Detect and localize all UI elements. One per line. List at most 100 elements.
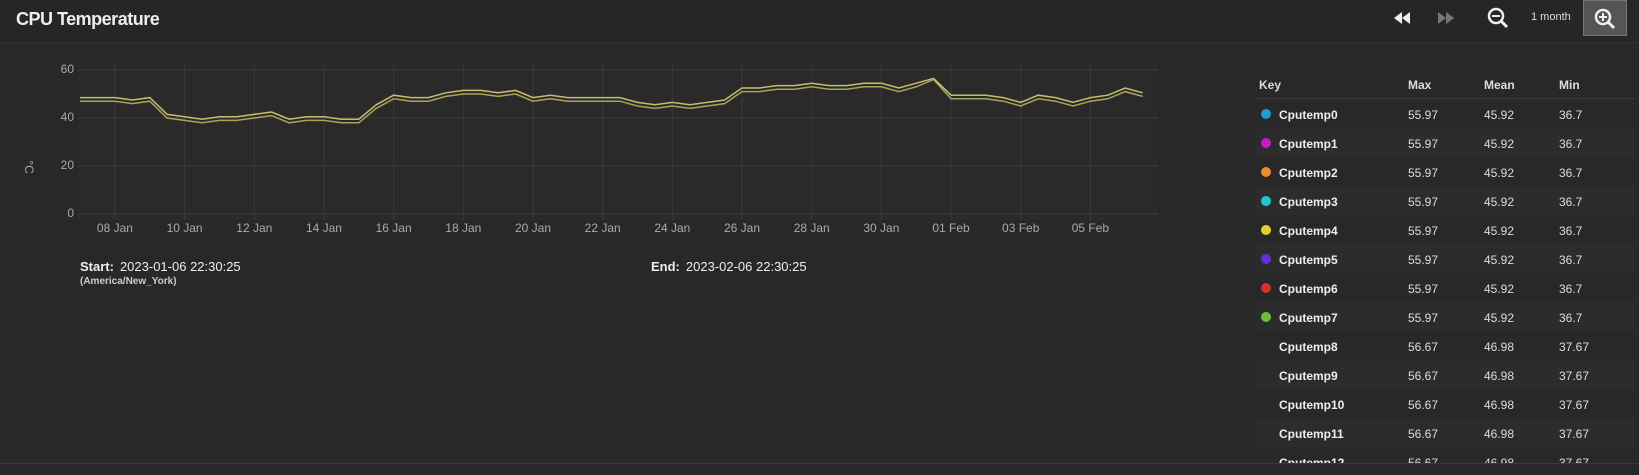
stat-value: 55.97 xyxy=(1408,311,1439,325)
x-tick-label: 18 Jan xyxy=(445,221,481,235)
zoom-in-button[interactable] xyxy=(1583,0,1627,36)
stat-value: 46.98 xyxy=(1484,340,1515,354)
series-line xyxy=(80,77,1143,120)
stat-value: 55.97 xyxy=(1408,108,1439,122)
toolbar: CPU Temperature 1 month xyxy=(0,0,1639,43)
column-header: Mean xyxy=(1484,78,1515,92)
stat-value: 37.67 xyxy=(1559,340,1590,354)
x-tick-label: 26 Jan xyxy=(724,221,760,235)
x-tick-label: 16 Jan xyxy=(376,221,412,235)
stat-value: 36.7 xyxy=(1559,311,1583,325)
x-tick-label: 20 Jan xyxy=(515,221,551,235)
stat-value: 45.92 xyxy=(1484,282,1515,296)
y-tick-label: 40 xyxy=(61,110,75,124)
stat-value: 36.7 xyxy=(1559,108,1583,122)
series-line xyxy=(80,78,1143,124)
rewind-button[interactable] xyxy=(1382,0,1422,36)
stat-value: 55.97 xyxy=(1408,137,1439,151)
y-tick-label: 60 xyxy=(61,62,75,76)
key-table: Key Max Mean Min Cputemp0 55.97 45.92 36.7 Cpute… xyxy=(1255,72,1635,463)
stat-value: 45.92 xyxy=(1484,253,1515,267)
divider xyxy=(0,463,1639,464)
stat-value: 45.92 xyxy=(1484,108,1515,122)
key-name: Cputemp11 xyxy=(1279,427,1344,441)
table-row: Cputemp0 55.97 45.92 36.7 xyxy=(1255,99,1635,128)
key-name: Cputemp6 xyxy=(1279,282,1338,296)
title: CPU Temperature xyxy=(16,9,160,29)
table-row: Cputemp4 55.97 45.92 36.7 xyxy=(1255,215,1635,244)
key-color xyxy=(1261,312,1271,322)
x-tick-label: 01 Feb xyxy=(932,221,970,235)
x-tick-label: 28 Jan xyxy=(794,221,830,235)
key-color xyxy=(1261,254,1271,264)
y-axis-label: °C xyxy=(22,160,36,174)
stat-value: 55.97 xyxy=(1408,195,1439,209)
x-tick-label: 10 Jan xyxy=(167,221,203,235)
key-name: Cputemp1 xyxy=(1279,137,1338,151)
stat-value: 37.67 xyxy=(1559,398,1590,412)
key-name: Cputemp7 xyxy=(1279,311,1338,325)
key-name: Cputemp8 xyxy=(1279,340,1338,354)
stat-value: 45.92 xyxy=(1484,166,1515,180)
x-tick-label: 08 Jan xyxy=(97,221,133,235)
x-tick-label: 03 Feb xyxy=(1002,221,1040,235)
stat-value: 36.7 xyxy=(1559,166,1583,180)
key-color xyxy=(1261,138,1271,148)
start-label: Start: xyxy=(80,259,114,274)
stat-value: 56.67 xyxy=(1408,369,1439,383)
zoom-out-button[interactable] xyxy=(1478,0,1518,36)
stat-value: 45.92 xyxy=(1484,137,1515,151)
stat-value: 36.7 xyxy=(1559,195,1583,209)
forward-button[interactable] xyxy=(1426,0,1466,36)
table-row: Cputemp6 55.97 45.92 36.7 xyxy=(1255,273,1635,302)
stat-value: 56.67 xyxy=(1408,340,1439,354)
key-name: Cputemp3 xyxy=(1279,195,1338,209)
table-row: Cputemp7 55.97 45.92 36.7 xyxy=(1255,302,1635,331)
key-name: Cputemp12 xyxy=(1279,456,1345,463)
key-name: Cputemp9 xyxy=(1279,369,1338,383)
key-color xyxy=(1261,283,1271,293)
key-name: Cputemp4 xyxy=(1279,224,1338,238)
stat-value: 56.67 xyxy=(1408,456,1439,463)
stat-value: 46.98 xyxy=(1484,398,1515,412)
range-label[interactable]: 1 month xyxy=(1531,11,1571,23)
table-row: Cputemp9 56.67 46.98 37.67 xyxy=(1255,360,1635,389)
key-name: Cputemp5 xyxy=(1279,253,1338,267)
key-color xyxy=(1261,109,1271,119)
end-label: End: xyxy=(651,259,680,274)
end: End: 2023-02-06 22:30:25 xyxy=(651,259,807,274)
stat-value: 36.7 xyxy=(1559,282,1583,296)
plot-area xyxy=(78,64,1158,220)
x-tick-label: 14 Jan xyxy=(306,221,342,235)
key-color xyxy=(1261,225,1271,235)
stat-value: 56.67 xyxy=(1408,427,1439,441)
x-tick-label: 30 Jan xyxy=(863,221,899,235)
stat-value: 45.92 xyxy=(1484,195,1515,209)
stat-value: 37.67 xyxy=(1559,369,1590,383)
stat-value: 46.98 xyxy=(1484,427,1515,441)
stat-value: 36.7 xyxy=(1559,137,1583,151)
table-row: Cputemp12 56.67 46.98 37.67 xyxy=(1255,447,1635,463)
start-value: 2023-01-06 22:30:25 xyxy=(119,259,241,274)
table-header: Key Max Mean Min xyxy=(1255,72,1635,99)
stat-value: 37.67 xyxy=(1559,427,1590,441)
stat-value: 55.97 xyxy=(1408,166,1439,180)
stat-value: 56.67 xyxy=(1408,398,1439,412)
x-tick-label: 05 Feb xyxy=(1072,221,1110,235)
x-tick-label: 24 Jan xyxy=(654,221,690,235)
stat-value: 37.67 xyxy=(1559,456,1590,463)
chart: °C 0 20 40 60 08 Jan 10 Jan 12 Jan 14 Jan 16 Jan… xyxy=(22,62,1158,235)
stat-value: 36.7 xyxy=(1559,253,1583,267)
start: Start: 2023-01-06 22:30:25 xyxy=(80,259,241,274)
key-name: Cputemp10 xyxy=(1279,398,1345,412)
stat-value: 46.98 xyxy=(1484,456,1515,463)
stat-value: 36.7 xyxy=(1559,224,1583,238)
y-tick-label: 20 xyxy=(61,158,75,172)
table-row: Cputemp5 55.97 45.92 36.7 xyxy=(1255,244,1635,273)
table-row: Cputemp8 56.67 46.98 37.67 xyxy=(1255,331,1635,360)
table-row: Cputemp11 56.67 46.98 37.67 xyxy=(1255,418,1635,447)
timezone: (America/New_York) xyxy=(80,276,177,287)
stat-value: 55.97 xyxy=(1408,224,1439,238)
column-header: Min xyxy=(1559,78,1580,92)
